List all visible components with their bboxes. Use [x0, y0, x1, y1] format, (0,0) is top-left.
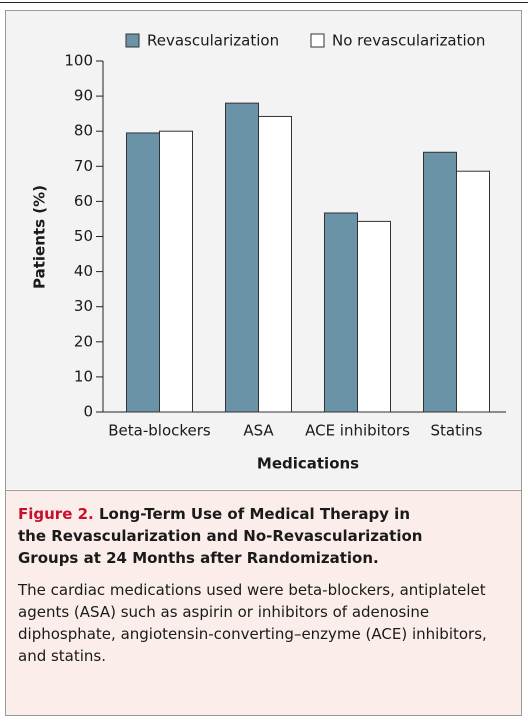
y-tick-label: 40: [74, 262, 93, 280]
x-tick-label: Beta-blockers: [108, 422, 211, 440]
frame: [5, 10, 522, 716]
y-tick-label: 30: [74, 297, 93, 315]
y-tick-label: 10: [74, 367, 93, 385]
legend-swatch: [125, 33, 140, 48]
y-tick-label: 20: [74, 332, 93, 350]
caption-text: The cardiac medications used were beta-b…: [18, 581, 487, 665]
caption-title: Figure 2. Long-Term Use of Medical Thera…: [18, 503, 438, 569]
x-tick-label: Statins: [431, 422, 483, 440]
legend-swatch: [310, 33, 325, 48]
bar: [324, 212, 358, 413]
bar: [357, 220, 391, 413]
bar: [159, 130, 193, 413]
caption-heading: Long-Term Use of Medical Therapy in the …: [18, 505, 423, 567]
chart: Patients (%) Medications 0 10 20 30 40 50 60 70…: [31, 32, 506, 473]
y-tick-label: 70: [74, 157, 93, 175]
bar: [423, 151, 457, 413]
bar: [258, 115, 292, 413]
y-tick-label: 0: [83, 403, 93, 421]
y-tick-label: 90: [74, 87, 93, 105]
y-tick-label: 60: [74, 192, 93, 210]
top-rule: [0, 2, 528, 3]
caption: Figure 2. Long-Term Use of Medical Thera…: [6, 490, 521, 715]
legend-label: No revascularization: [332, 32, 485, 50]
bar: [126, 132, 160, 413]
y-tick-label: 80: [74, 122, 93, 140]
y-tick-label: 50: [74, 227, 93, 245]
legend-label: Revascularization: [147, 32, 279, 50]
x-axis-title: Medications: [257, 455, 359, 473]
y-axis-title: Patients (%): [31, 185, 49, 289]
caption-label: Figure 2.: [18, 505, 94, 523]
x-tick-label: ASA: [243, 422, 274, 440]
x-tick-label: ACE inhibitors: [305, 422, 410, 440]
bar: [225, 102, 259, 413]
bar: [456, 170, 490, 413]
y-tick-label: 100: [64, 52, 93, 70]
